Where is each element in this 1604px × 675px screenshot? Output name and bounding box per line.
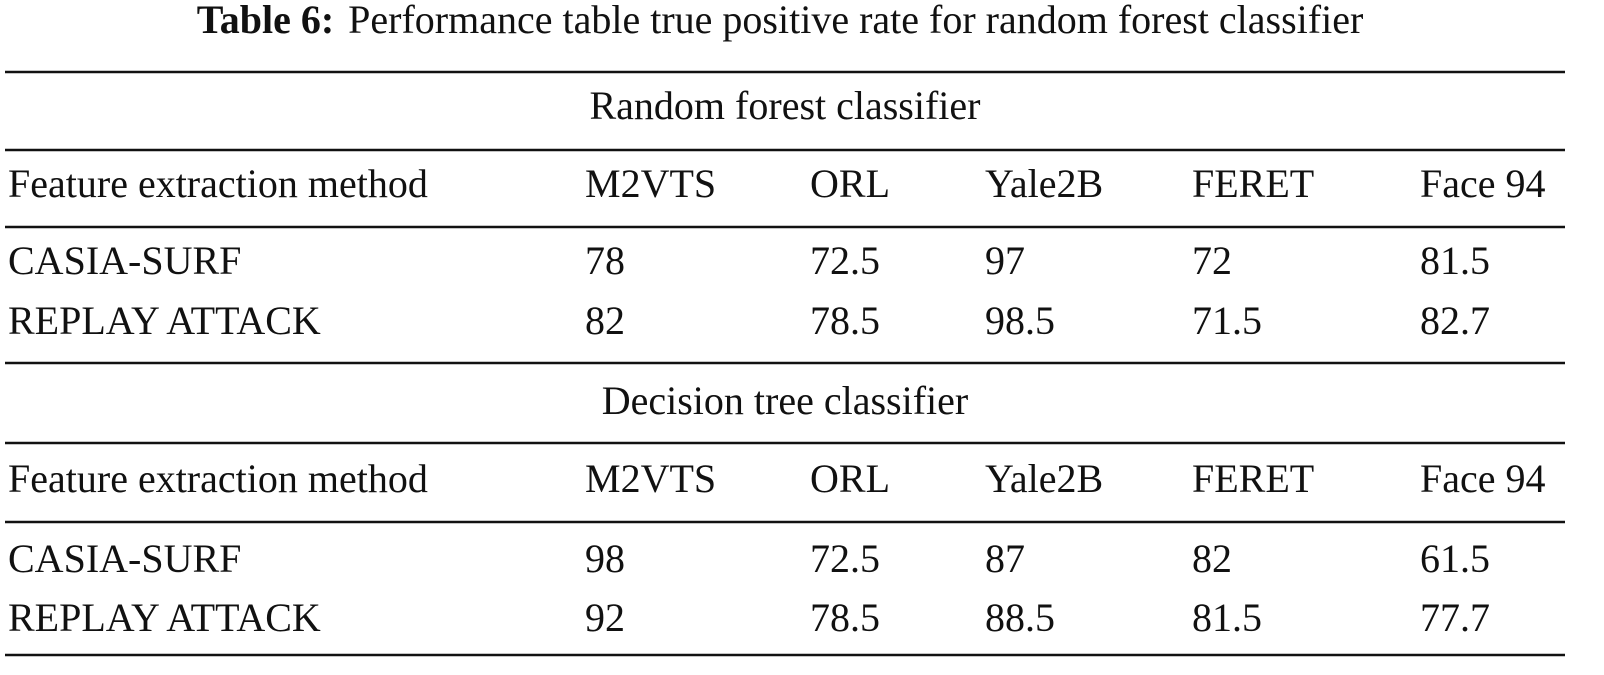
cell: 72.5 xyxy=(810,536,880,581)
section-title: Random forest classifier xyxy=(590,83,981,128)
cell: 81.5 xyxy=(1420,238,1490,283)
cell: 78.5 xyxy=(810,298,880,343)
cell: 98.5 xyxy=(985,298,1055,343)
column-header: ORL xyxy=(810,456,890,501)
row-label: CASIA-SURF xyxy=(8,238,241,283)
cell: 97 xyxy=(985,238,1025,283)
column-header: Feature extraction method xyxy=(8,456,428,501)
cell: 78.5 xyxy=(810,595,880,640)
column-header: Face 94 xyxy=(1420,456,1546,501)
cell: 77.7 xyxy=(1420,595,1490,640)
row-label: REPLAY ATTACK xyxy=(8,595,321,640)
column-header: M2VTS xyxy=(585,161,716,206)
cell: 71.5 xyxy=(1192,298,1262,343)
section-title: Decision tree classifier xyxy=(602,378,969,423)
column-header: FERET xyxy=(1192,161,1314,206)
column-header: FERET xyxy=(1192,456,1314,501)
column-header: M2VTS xyxy=(585,456,716,501)
row-label: CASIA-SURF xyxy=(8,536,241,581)
cell: 98 xyxy=(585,536,625,581)
cell: 87 xyxy=(985,536,1025,581)
column-header: Yale2B xyxy=(985,456,1103,501)
cell: 61.5 xyxy=(1420,536,1490,581)
column-header: Yale2B xyxy=(985,161,1103,206)
cell: 82.7 xyxy=(1420,298,1490,343)
cell: 82 xyxy=(585,298,625,343)
caption-text: Performance table true positive rate for… xyxy=(348,0,1363,42)
caption: Table 6: Performance table true positive … xyxy=(197,0,1364,42)
column-header: Face 94 xyxy=(1420,161,1546,206)
row-label: REPLAY ATTACK xyxy=(8,298,321,343)
cell: 72.5 xyxy=(810,238,880,283)
column-header: ORL xyxy=(810,161,890,206)
cell: 78 xyxy=(585,238,625,283)
caption-label: Table 6: xyxy=(197,0,334,42)
cell: 72 xyxy=(1192,238,1232,283)
cell: 82 xyxy=(1192,536,1232,581)
column-header: Feature extraction method xyxy=(8,161,428,206)
cell: 88.5 xyxy=(985,595,1055,640)
cell: 92 xyxy=(585,595,625,640)
cell: 81.5 xyxy=(1192,595,1262,640)
